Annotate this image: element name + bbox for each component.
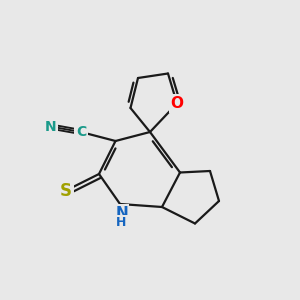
Text: C: C — [76, 125, 86, 139]
Text: H: H — [116, 215, 127, 229]
Text: N: N — [115, 206, 128, 220]
Text: N: N — [45, 120, 57, 134]
Text: S: S — [60, 182, 72, 200]
Text: O: O — [170, 96, 184, 111]
